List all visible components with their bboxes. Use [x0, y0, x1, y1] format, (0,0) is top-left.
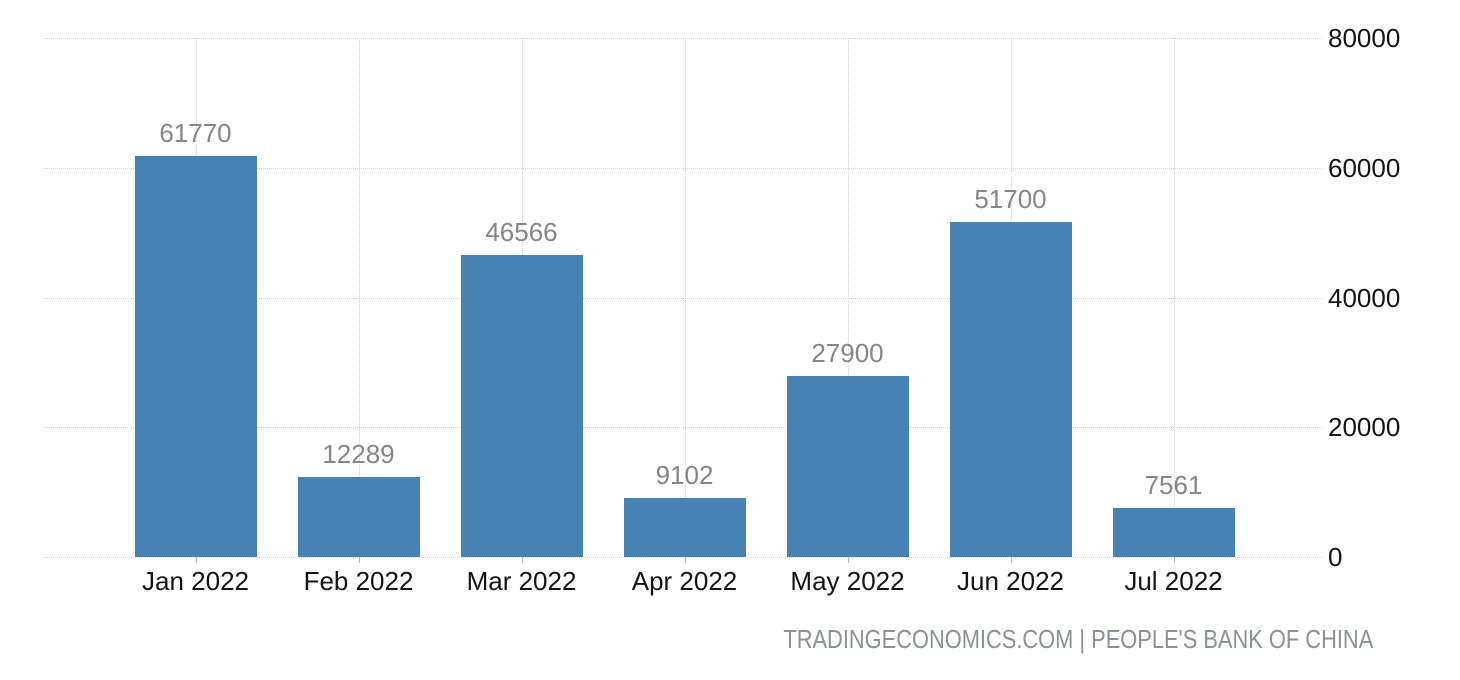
x-axis-tick: [847, 557, 849, 563]
bar-column: 12289 Feb 2022: [277, 38, 440, 596]
x-axis-tick: [684, 557, 686, 563]
y-axis-tick-label: 80000: [1328, 23, 1401, 53]
gridline-horizontal: [43, 427, 1322, 429]
bar-column: 46566 Mar 2022: [440, 38, 603, 596]
bar-column: 7561 Jul 2022: [1092, 38, 1255, 596]
bar-value-label: 46566: [485, 216, 558, 247]
bars-band: 61770 Jan 2022 12289 Feb 2022 46566 Mar 2022 9…: [114, 38, 1255, 596]
bar-value-label: 7561: [1144, 469, 1203, 500]
plot-area: 61770 Jan 2022 12289 Feb 2022 46566 Mar 2022 9…: [43, 38, 1322, 596]
bar: [949, 221, 1072, 557]
x-axis-category-label: Jul 2022: [1124, 566, 1223, 596]
gridline-horizontal: [43, 557, 1322, 558]
bar-value-label: 27900: [811, 338, 884, 368]
x-axis-category-label: Apr 2022: [631, 566, 738, 596]
bar: [623, 497, 746, 557]
y-axis-tick-label: 0: [1328, 542, 1343, 572]
gridline-vertical: [1173, 38, 1175, 557]
bar: [1112, 507, 1235, 557]
bar: [297, 477, 420, 557]
bar: [786, 376, 909, 557]
x-axis-category-label: May 2022: [790, 566, 905, 596]
bar-value-label: 9102: [655, 459, 714, 490]
y-axis-tick-label: 20000: [1328, 412, 1401, 443]
gridline-vertical: [847, 38, 849, 557]
y-axis: 0 20000 40000 60000 80000: [1328, 23, 1448, 572]
x-axis-tick: [521, 557, 523, 563]
bar-value-label: 12289: [322, 439, 395, 470]
bar-column: 61770 Jan 2022: [114, 38, 277, 596]
chart-attribution: TRADINGECONOMICS.COM | PEOPLE'S BANK OF …: [783, 624, 1373, 654]
y-axis-tick-label: 40000: [1328, 282, 1401, 313]
x-axis-category-label: Jan 2022: [142, 566, 249, 596]
x-axis-tick: [1173, 557, 1175, 563]
bar-column: 51700 Jun 2022: [929, 38, 1092, 596]
x-axis-category-label: Feb 2022: [303, 566, 414, 596]
gridline-vertical: [684, 38, 686, 557]
gridline-horizontal: [43, 167, 1322, 169]
gridline-horizontal: [43, 297, 1322, 299]
bar-column: 9102 Apr 2022: [603, 38, 766, 596]
bar: [134, 156, 257, 557]
bar: [460, 254, 583, 557]
bar-value-label: 61770: [159, 118, 232, 149]
bar-column: 27900 May 2022: [766, 38, 929, 596]
x-axis-category-label: Mar 2022: [466, 566, 577, 596]
y-axis-tick-label: 60000: [1328, 152, 1401, 183]
gridline-vertical: [358, 38, 360, 557]
x-axis-tick: [358, 557, 360, 563]
x-axis-tick: [1010, 557, 1012, 563]
x-axis-tick: [195, 557, 197, 563]
x-axis-category-label: Jun 2022: [957, 566, 1064, 596]
bar-value-label: 51700: [974, 183, 1047, 214]
gridline-horizontal: [43, 38, 1322, 39]
